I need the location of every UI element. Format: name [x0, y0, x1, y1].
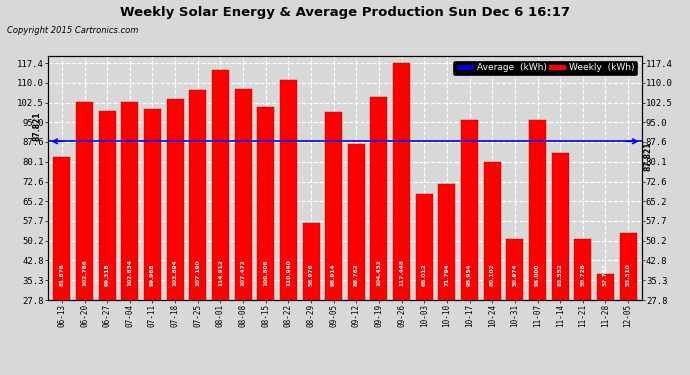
Text: 50.728: 50.728	[580, 264, 585, 286]
Bar	[280, 80, 297, 374]
Text: 87.821: 87.821	[32, 112, 41, 141]
Text: 99.968: 99.968	[150, 264, 155, 286]
Bar	[371, 98, 388, 374]
Bar	[574, 239, 591, 374]
Text: Copyright 2015 Cartronics.com: Copyright 2015 Cartronics.com	[7, 26, 138, 35]
Text: 95.954: 95.954	[467, 264, 472, 286]
Text: 102.634: 102.634	[128, 260, 132, 286]
Bar	[167, 99, 184, 374]
Text: 56.976: 56.976	[308, 264, 313, 286]
Text: Weekly Solar Energy & Average Production Sun Dec 6 16:17: Weekly Solar Energy & Average Production…	[120, 6, 570, 19]
Text: 100.808: 100.808	[263, 260, 268, 286]
Text: 86.762: 86.762	[354, 263, 359, 286]
Bar	[121, 102, 138, 374]
Bar	[325, 112, 342, 374]
Text: 107.472: 107.472	[241, 260, 246, 286]
Bar	[438, 184, 455, 374]
Text: 81.878: 81.878	[59, 263, 64, 286]
Text: 99.318: 99.318	[105, 264, 110, 286]
Bar	[552, 153, 569, 374]
Bar	[53, 157, 70, 374]
Bar	[461, 120, 478, 374]
Text: 110.940: 110.940	[286, 260, 291, 286]
Text: 87.821: 87.821	[644, 141, 653, 171]
Text: 107.190: 107.190	[195, 260, 200, 286]
Legend: Average  (kWh), Weekly  (kWh): Average (kWh), Weekly (kWh)	[453, 61, 637, 75]
Text: 117.448: 117.448	[399, 259, 404, 286]
Text: 53.310: 53.310	[626, 264, 631, 286]
Bar	[235, 89, 252, 374]
Bar	[620, 232, 637, 374]
Text: 71.794: 71.794	[444, 264, 449, 286]
Text: 80.102: 80.102	[490, 264, 495, 286]
Text: 114.912: 114.912	[218, 260, 223, 286]
Text: 104.432: 104.432	[377, 260, 382, 286]
Text: 103.894: 103.894	[172, 260, 177, 286]
Text: 83.552: 83.552	[558, 263, 562, 286]
Bar	[144, 109, 161, 374]
Bar	[189, 90, 206, 374]
Bar	[529, 120, 546, 374]
Bar	[257, 107, 274, 374]
Text: 98.914: 98.914	[331, 264, 336, 286]
Bar	[416, 194, 433, 374]
Bar	[597, 274, 614, 374]
Bar	[484, 162, 501, 374]
Text: 96.000: 96.000	[535, 264, 540, 286]
Bar	[393, 63, 410, 374]
Bar	[212, 70, 229, 374]
Text: 37.792: 37.792	[603, 264, 608, 286]
Bar	[76, 102, 93, 374]
Bar	[302, 223, 319, 374]
Bar	[348, 144, 365, 374]
Bar	[506, 239, 523, 374]
Text: 50.974: 50.974	[513, 264, 518, 286]
Text: 102.786: 102.786	[82, 260, 87, 286]
Bar	[99, 111, 116, 374]
Text: 68.012: 68.012	[422, 264, 427, 286]
